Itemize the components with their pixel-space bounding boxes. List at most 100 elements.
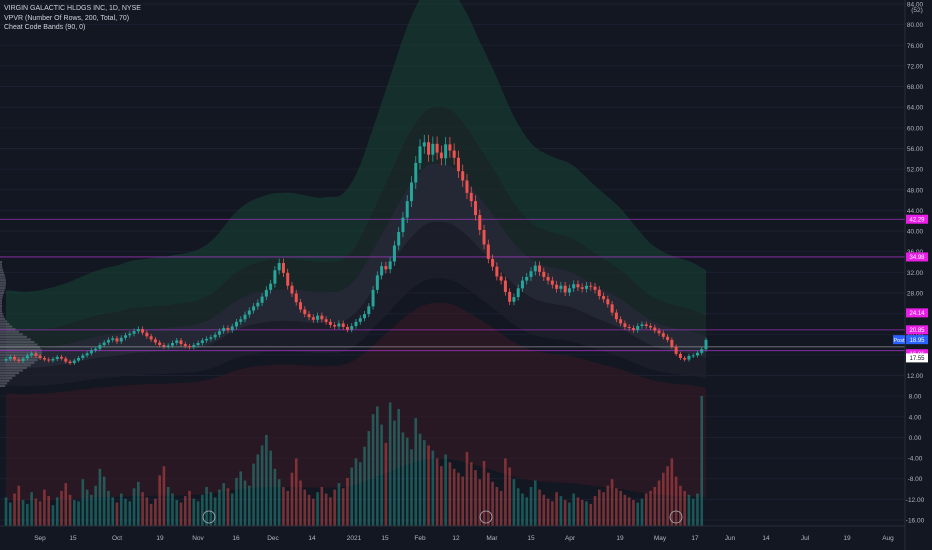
volume-bar (521, 493, 524, 526)
candle-body (247, 310, 251, 315)
volume-bar (269, 450, 272, 526)
volume-profile-bar (0, 307, 2, 310)
volume-bar (533, 480, 537, 526)
volume-bar (405, 437, 409, 526)
candle-body (141, 329, 145, 333)
candle-body (341, 323, 345, 328)
volume-bar (98, 468, 102, 526)
volume-bar (8, 502, 12, 526)
volume-profile-bar (0, 273, 5, 277)
candle-body (584, 285, 588, 289)
volume-bar (691, 498, 695, 526)
volume-bar (427, 445, 430, 526)
volume-profile-bar (0, 322, 10, 326)
volume-bar (640, 498, 644, 526)
volume-bar (679, 485, 682, 526)
candle-body (252, 306, 256, 311)
candle-body (657, 330, 661, 334)
candle-body (320, 315, 324, 320)
volume-bar (303, 489, 307, 526)
x-tick-label: 14 (762, 535, 770, 542)
legend-symbol: VIRGIN GALACTIC HLDGS INC, 1D, NYSE (4, 5, 141, 12)
volume-bar (47, 496, 50, 526)
volume-profile-bar (0, 299, 2, 302)
candle-body (499, 276, 503, 281)
price-tag-label: 34.98 (909, 255, 925, 261)
candle-body (85, 353, 89, 356)
candle-body (286, 272, 290, 286)
volume-profile-bar (0, 361, 35, 364)
candle-body (350, 325, 354, 330)
candle-body (239, 319, 243, 322)
candle-body (687, 355, 691, 360)
candle-body (170, 343, 174, 346)
volume-bar (580, 500, 584, 526)
candle-body (700, 349, 704, 353)
candle-body (183, 344, 187, 347)
x-tick-label: May (654, 535, 667, 542)
candle-body (704, 339, 708, 350)
volume-profile-bar (0, 266, 3, 269)
candle-body (153, 339, 157, 343)
candle-body (461, 171, 465, 181)
candle-body (132, 331, 136, 334)
volume-bar (371, 414, 375, 526)
volume-profile-bar (0, 268, 3, 271)
volume-bar (64, 483, 68, 526)
candle-body (277, 263, 281, 271)
candle-body (670, 339, 674, 347)
candle-body (256, 302, 260, 307)
candle-body (311, 317, 315, 320)
x-tick-label: 15 (69, 535, 77, 542)
volume-bar (465, 451, 469, 526)
volume-bar (196, 501, 200, 526)
y-tick-label: 64.00 (907, 105, 924, 112)
volume-bar (286, 490, 290, 526)
candle-body (260, 296, 264, 303)
candle-body (64, 358, 68, 362)
volume-bar (444, 454, 447, 526)
volume-bar (606, 485, 610, 526)
candle-body (13, 356, 17, 360)
volume-profile-bar (0, 338, 31, 341)
volume-profile-bar (0, 333, 23, 336)
volume-profile-bar (0, 297, 3, 300)
candle-body (644, 324, 648, 326)
candle-body (328, 321, 332, 325)
candle-body (465, 180, 469, 193)
volume-bar (397, 409, 400, 526)
candle-body (17, 359, 21, 362)
candle-body (512, 297, 516, 302)
volume-bar (563, 500, 567, 526)
volume-profile-bar (0, 351, 42, 354)
y-tick-label: 8.00 (909, 394, 922, 401)
volume-bar (128, 501, 132, 526)
volume-profile-bar (0, 289, 5, 292)
candle-body (409, 182, 413, 202)
price-tag-label: 18.95 (909, 338, 925, 344)
candle-body (384, 266, 388, 270)
y-tick-extra: (52) (911, 7, 923, 14)
x-tick-label: 15 (381, 535, 389, 542)
candle-body (418, 146, 422, 163)
candle-body (217, 331, 221, 335)
volume-bar (235, 477, 238, 526)
candle-body (81, 355, 85, 358)
volume-bar (482, 461, 486, 526)
candle-body (427, 142, 431, 155)
volume-bar (410, 449, 413, 526)
candle-body (205, 338, 209, 341)
volume-bar (273, 468, 277, 526)
y-tick-label: 32.00 (907, 270, 924, 277)
x-tick-label: Sep (34, 535, 46, 542)
volume-bar (175, 500, 179, 526)
price-tag (906, 335, 928, 345)
candle-body (614, 312, 618, 320)
upper-band (6, 0, 706, 332)
volume-bar (367, 431, 371, 526)
y-tick-label: 48.00 (907, 187, 924, 194)
volume-bar (380, 424, 383, 526)
candle-body (269, 283, 273, 290)
volume-bar (670, 458, 674, 526)
